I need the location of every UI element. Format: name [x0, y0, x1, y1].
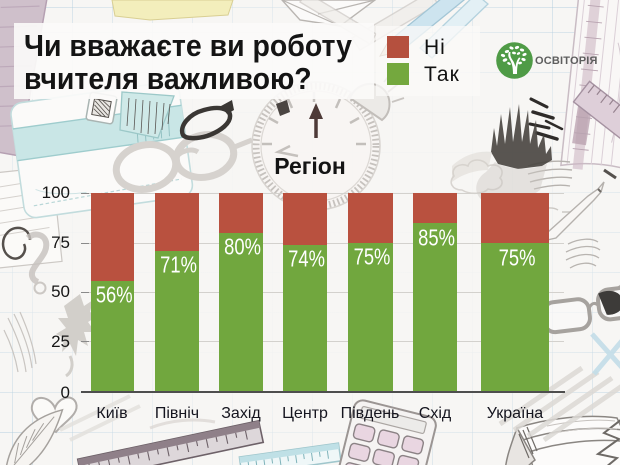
svg-text:74%: 74%	[288, 247, 325, 272]
svg-text:56%: 56%	[96, 283, 133, 308]
svg-text:75%: 75%	[499, 246, 536, 271]
svg-text:75%: 75%	[354, 245, 391, 270]
svg-text:80%: 80%	[224, 235, 261, 260]
svg-text:71%: 71%	[160, 253, 197, 278]
svg-text:85%: 85%	[418, 226, 455, 251]
